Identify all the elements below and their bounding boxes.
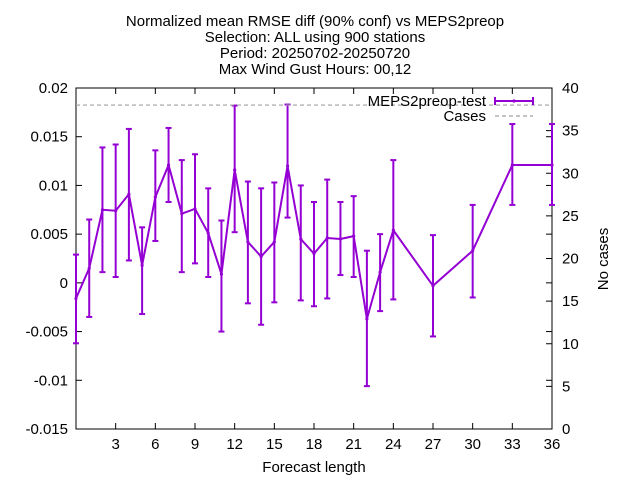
data-point (510, 163, 514, 167)
x-tick-label: 33 (504, 436, 521, 453)
data-point (378, 270, 382, 274)
data-point (431, 284, 435, 288)
data-point (206, 231, 210, 235)
data-point (391, 228, 395, 232)
y2-tick-label: 15 (562, 293, 579, 310)
data-point (312, 252, 316, 256)
data-point (127, 192, 131, 196)
legend-swatch-point (512, 99, 516, 103)
x-tick-label: 21 (345, 436, 362, 453)
y2-tick-label: 5 (562, 378, 570, 395)
data-point (259, 254, 263, 259)
y-tick-label: 0 (60, 275, 68, 292)
data-point (352, 234, 356, 238)
x-axis-label: Forecast length (262, 459, 365, 476)
data-point (365, 317, 369, 321)
series-0 (73, 103, 555, 388)
y-tick-label: -0.01 (34, 372, 68, 389)
x-tick-label: 18 (306, 436, 323, 453)
data-point (285, 164, 290, 168)
y2-axis-label: No cases (595, 228, 612, 291)
data-point (471, 249, 475, 253)
y-tick-label: -0.005 (25, 324, 68, 341)
x-tick-label: 12 (226, 436, 243, 453)
x-tick-label: 15 (266, 436, 283, 453)
data-point (140, 263, 144, 267)
title-line-1: Normalized mean RMSE diff (90% conf) vs … (126, 13, 504, 30)
series-layer (73, 103, 555, 388)
x-tick-label: 27 (425, 436, 442, 453)
data-point (219, 272, 224, 276)
title-line-3: Period: 20250702-20250720 (220, 45, 410, 62)
y-tick-label: -0.015 (25, 421, 68, 438)
x-tick-label: 3 (111, 436, 119, 453)
axes: -0.015 -0.01 -0.005 0 0.005 0.01 0.015 0.02 0 5 10… (25, 80, 578, 453)
x-tick-label: 36 (544, 436, 561, 453)
y2-tick-label: 10 (562, 336, 579, 353)
y-tick-label: 0.02 (39, 80, 68, 97)
data-point (100, 208, 105, 212)
data-point (550, 163, 554, 167)
data-point (180, 212, 184, 216)
x-tick-label: 30 (464, 436, 481, 453)
legend-label: MEPS2preop-test (368, 93, 487, 110)
data-point (87, 266, 91, 270)
data-point (166, 163, 171, 167)
x-tick-label: 24 (385, 436, 402, 453)
data-point (246, 240, 250, 244)
y2-tick-label: 0 (562, 421, 570, 438)
y2-tick-label: 20 (562, 251, 579, 268)
data-point (299, 237, 303, 241)
data-point (74, 296, 78, 301)
y2-tick-label: 35 (562, 123, 579, 140)
data-point (325, 236, 329, 240)
title-line-2: Selection: ALL using 900 stations (205, 29, 425, 46)
legend-label: Cases (443, 108, 486, 125)
data-point (193, 207, 197, 211)
x-tick-label: 9 (191, 436, 199, 453)
y-tick-label: 0.01 (39, 177, 68, 194)
data-point (153, 195, 157, 199)
title-line-4: Max Wind Gust Hours: 00,12 (219, 61, 412, 78)
y2-tick-label: 25 (562, 208, 579, 225)
y-tick-label: 0.015 (30, 129, 68, 146)
y-tick-label: 0.005 (30, 226, 68, 243)
data-point (114, 209, 118, 213)
y2-tick-label: 40 (562, 80, 579, 97)
data-point (233, 168, 237, 172)
chart-title: Normalized mean RMSE diff (90% conf) vs … (126, 13, 504, 78)
x-tick-label: 6 (151, 436, 159, 453)
y2-tick-label: 30 (562, 165, 579, 182)
data-point (338, 237, 343, 241)
data-point (272, 240, 276, 244)
